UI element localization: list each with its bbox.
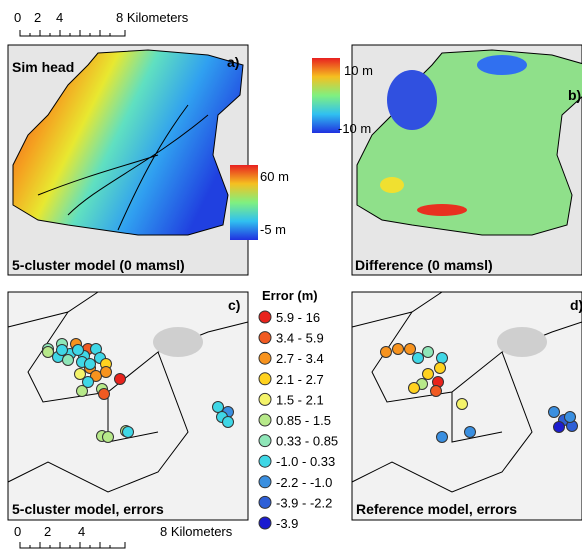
legend-label: 2.1 - 2.7 bbox=[276, 372, 324, 387]
legend-swatch bbox=[258, 331, 272, 345]
scale-bar bbox=[19, 30, 126, 549]
scale-label: 8 Kilometers bbox=[116, 10, 189, 25]
scale-label: 2 bbox=[34, 10, 41, 25]
error-point bbox=[456, 398, 468, 410]
error-point bbox=[430, 385, 442, 397]
panel-a bbox=[7, 44, 258, 276]
error-point bbox=[122, 426, 134, 438]
error-point bbox=[82, 376, 94, 388]
legend-title: Error (m) bbox=[262, 288, 318, 303]
legend-label: 0.85 - 1.5 bbox=[276, 413, 331, 428]
error-point bbox=[42, 346, 54, 358]
error-point bbox=[408, 382, 420, 394]
error-point bbox=[412, 352, 424, 364]
error-point bbox=[380, 346, 392, 358]
panel-caption: Difference (0 mamsl) bbox=[355, 257, 493, 273]
error-point bbox=[404, 343, 416, 355]
error-point bbox=[553, 421, 565, 433]
colorbar-label: -10 m bbox=[338, 121, 371, 136]
panel-letter: b) bbox=[568, 87, 581, 103]
error-point bbox=[62, 354, 74, 366]
legend-label: -1.0 - 0.33 bbox=[276, 454, 335, 469]
legend-swatch bbox=[258, 392, 272, 406]
panel-caption: Reference model, errors bbox=[356, 501, 517, 517]
panel-letter: d) bbox=[570, 297, 582, 313]
scale-label: 4 bbox=[78, 524, 85, 539]
error-point bbox=[222, 416, 234, 428]
error-point bbox=[392, 343, 404, 355]
legend-label: -3.9 - -2.2 bbox=[276, 495, 332, 510]
error-point bbox=[100, 366, 112, 378]
legend-swatch bbox=[258, 434, 272, 448]
error-point bbox=[74, 368, 86, 380]
colorbar-label: -5 m bbox=[260, 222, 286, 237]
legend-swatch bbox=[258, 372, 272, 386]
error-point bbox=[436, 431, 448, 443]
legend-swatch bbox=[258, 495, 272, 509]
scale-label: 4 bbox=[56, 10, 63, 25]
legend-label: 5.9 - 16 bbox=[276, 310, 320, 325]
error-point bbox=[548, 406, 560, 418]
panel-caption: 5-cluster model (0 mamsl) bbox=[12, 257, 185, 273]
legend-label: -2.2 - -1.0 bbox=[276, 475, 332, 490]
legend-label: 0.33 - 0.85 bbox=[276, 434, 338, 449]
legend-swatch bbox=[258, 475, 272, 489]
legend-label: 3.4 - 5.9 bbox=[276, 331, 324, 346]
error-point bbox=[564, 411, 576, 423]
colorbar-label: 10 m bbox=[344, 63, 373, 78]
scale-label: 2 bbox=[44, 524, 51, 539]
scale-label: 8 Kilometers bbox=[160, 524, 233, 539]
legend-swatch bbox=[258, 454, 272, 468]
error-point bbox=[422, 346, 434, 358]
error-point bbox=[56, 344, 68, 356]
error-point bbox=[84, 358, 96, 370]
error-point bbox=[464, 426, 476, 438]
legend-label: 1.5 - 2.1 bbox=[276, 392, 324, 407]
error-point bbox=[76, 385, 88, 397]
legend-swatch bbox=[258, 516, 272, 530]
error-point bbox=[212, 401, 224, 413]
panel-c bbox=[7, 291, 249, 521]
error-point bbox=[98, 388, 110, 400]
panel-letter: c) bbox=[228, 297, 240, 313]
legend-label: -3.9 bbox=[276, 516, 298, 531]
legend-swatch bbox=[258, 351, 272, 365]
error-point bbox=[114, 373, 126, 385]
scale-label: 0 bbox=[14, 10, 21, 25]
panel-caption: 5-cluster model, errors bbox=[12, 501, 164, 517]
error-point bbox=[422, 368, 434, 380]
error-point bbox=[434, 362, 446, 374]
panel-b bbox=[312, 44, 582, 276]
panel-letter: a) bbox=[227, 54, 239, 70]
panel-title: Sim head bbox=[12, 59, 74, 75]
colorbar-label: 60 m bbox=[260, 169, 289, 184]
legend-label: 2.7 - 3.4 bbox=[276, 351, 324, 366]
error-point bbox=[90, 370, 102, 382]
error-point bbox=[436, 352, 448, 364]
legend-swatch bbox=[258, 413, 272, 427]
legend-swatch bbox=[258, 310, 272, 324]
scale-label: 0 bbox=[14, 524, 21, 539]
error-point bbox=[102, 431, 114, 443]
error-point bbox=[72, 344, 84, 356]
